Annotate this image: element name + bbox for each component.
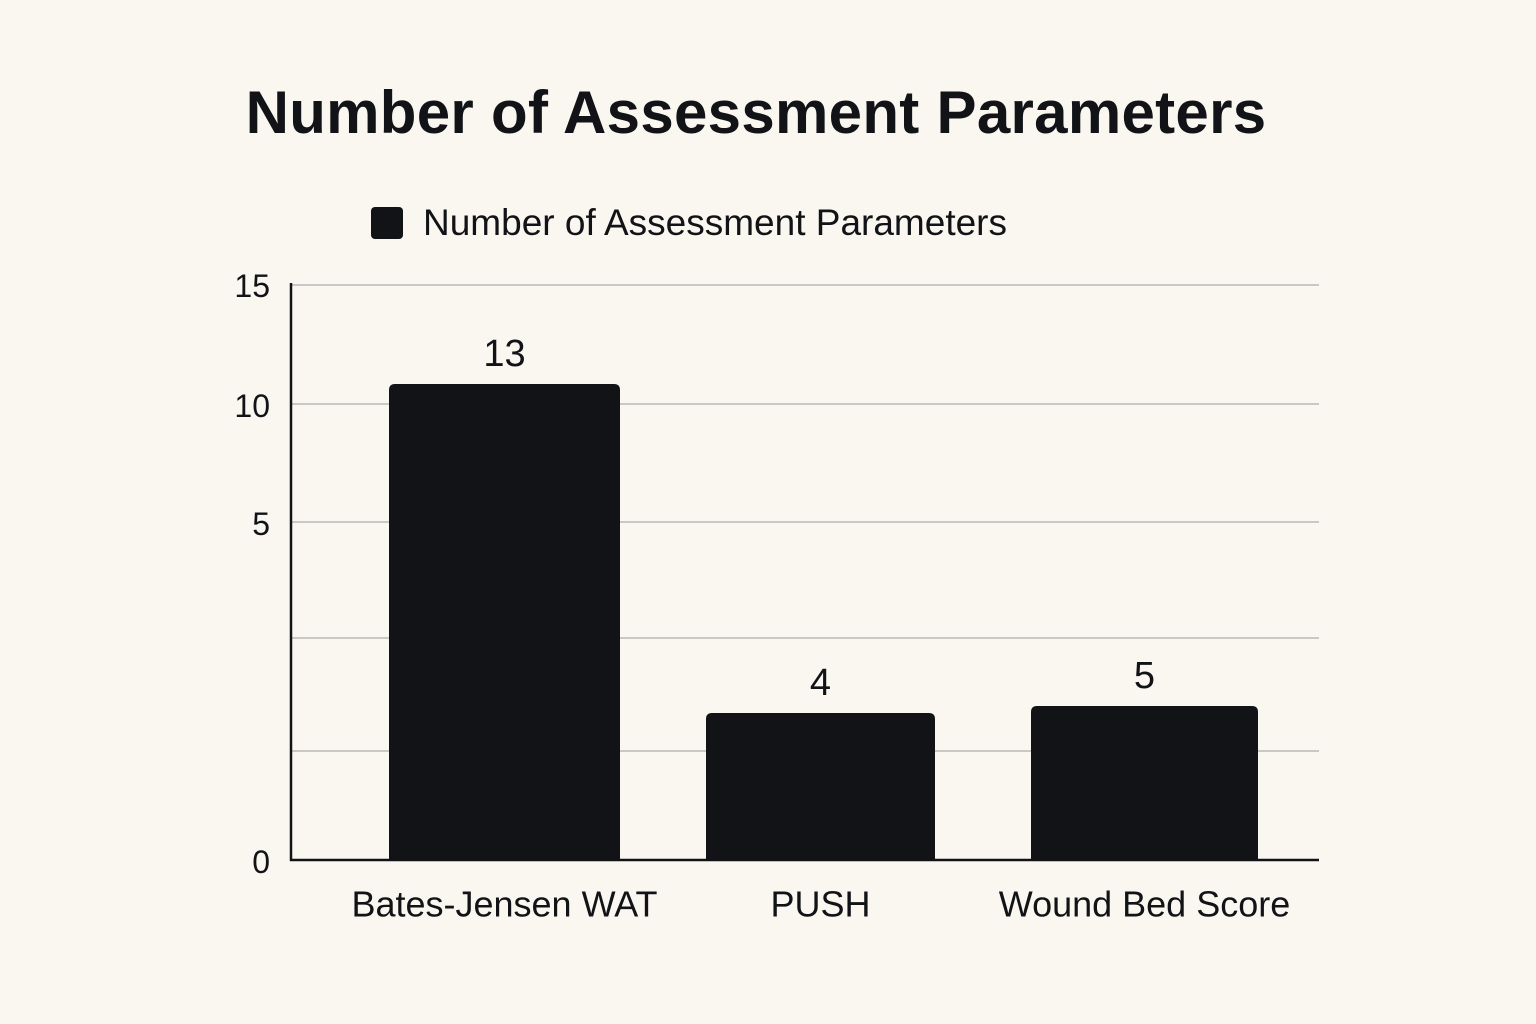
x-tick-label: Wound Bed Score: [999, 884, 1291, 925]
data-label: 4: [810, 662, 831, 704]
y-tick-label: 15: [234, 268, 270, 304]
bar: [389, 384, 620, 860]
chart-legend: Number of Assessment Parameters: [371, 198, 1007, 248]
bar: [706, 713, 935, 860]
x-tick-label: Bates-Jensen WAT: [351, 884, 657, 925]
y-tick-label: 10: [234, 388, 270, 424]
chart-title: Number of Assessment Parameters: [245, 79, 1267, 146]
y-tick-label: 5: [252, 506, 270, 542]
legend-swatch: [371, 207, 403, 239]
bar: [1031, 706, 1258, 860]
y-tick-label: 0: [252, 844, 270, 880]
data-label: 5: [1134, 655, 1155, 697]
data-label: 13: [483, 333, 525, 375]
legend-label: Number of Assessment Parameters: [423, 202, 1007, 243]
x-tick-label: PUSH: [770, 884, 870, 925]
